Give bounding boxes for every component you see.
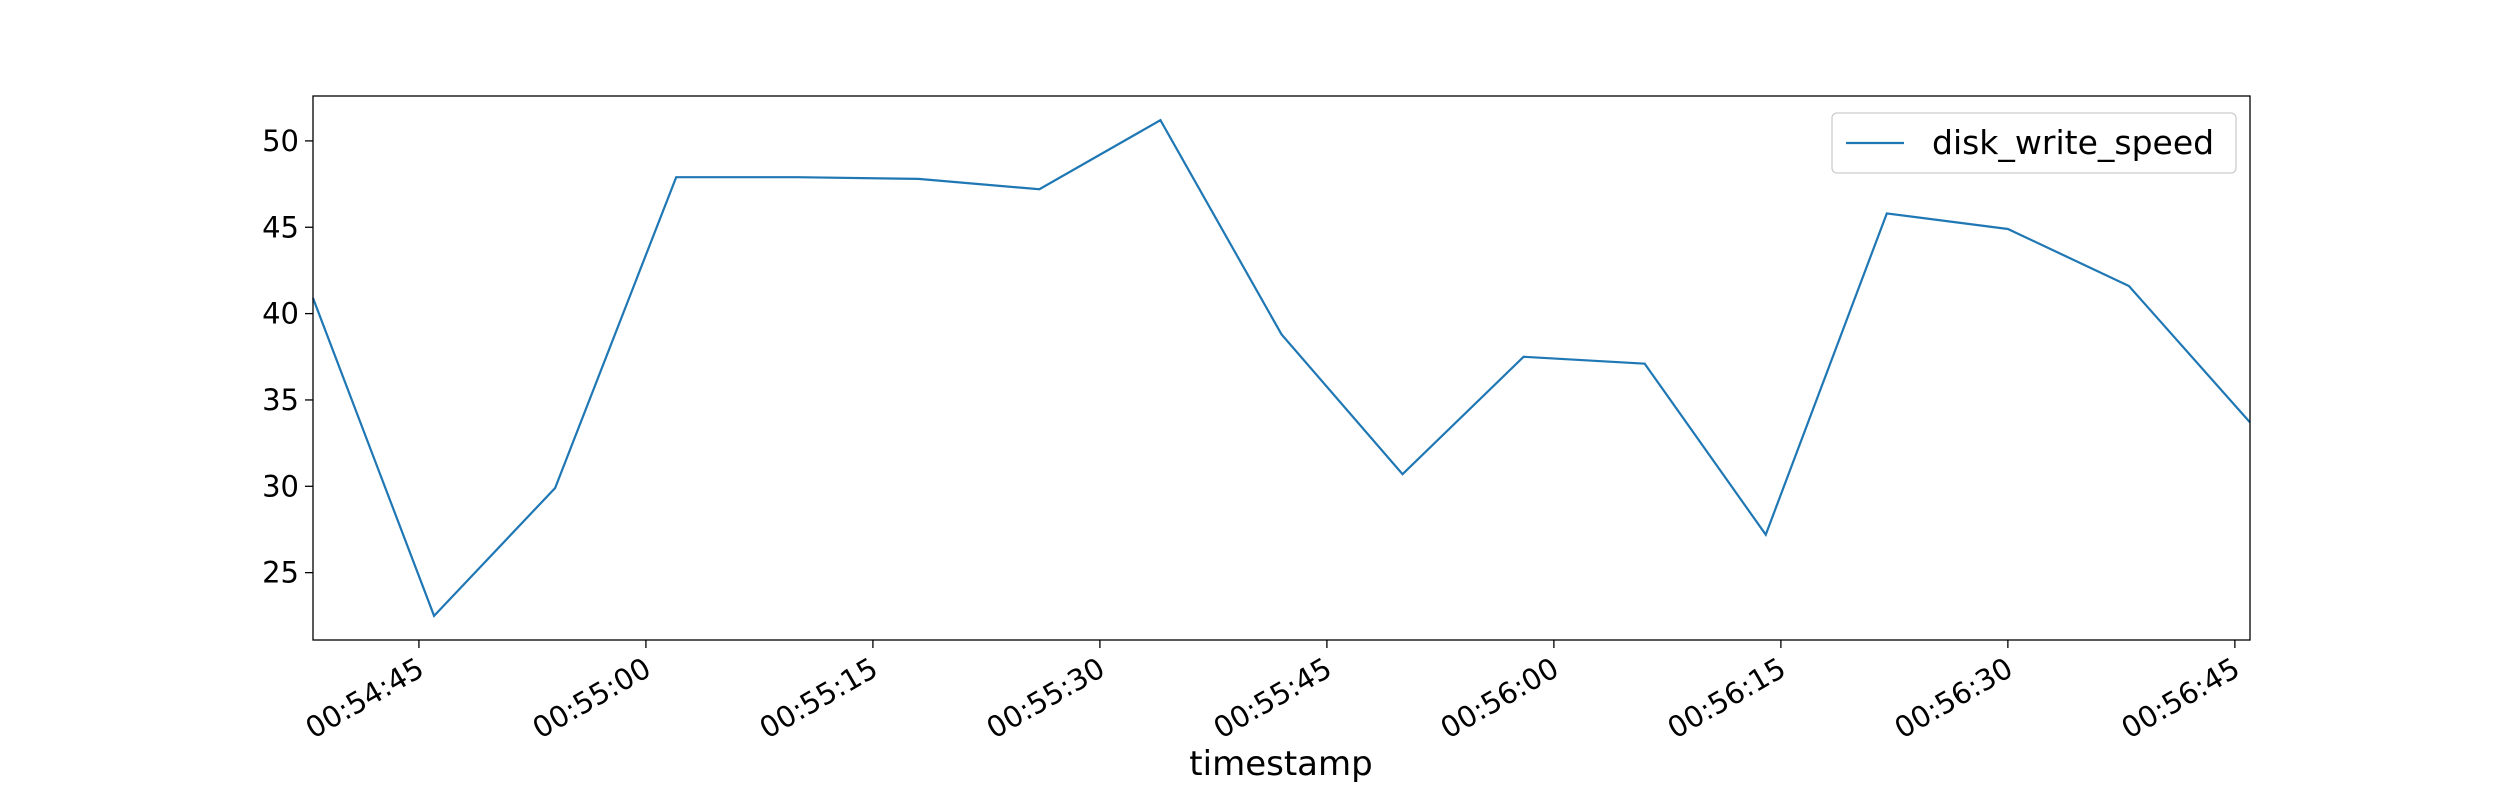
y-tick-label: 25: [262, 556, 299, 590]
y-tick-label: 50: [262, 124, 299, 158]
x-tick-label: 00:56:15: [1662, 651, 1792, 746]
line-series: [311, 118, 2251, 618]
x-tick-label: 00:55:00: [527, 651, 657, 746]
x-tick-label: 00:54:45: [300, 651, 430, 746]
x-tick-label: 00:56:45: [2116, 651, 2246, 746]
plot-frame: [312, 95, 2251, 641]
x-tick-label: 00:55:15: [754, 651, 884, 746]
x-axis-label: timestamp: [1189, 744, 1372, 784]
x-tick-label: 00:55:30: [981, 651, 1111, 746]
y-tick-label: 45: [262, 210, 299, 244]
y-tick-label: 35: [262, 383, 299, 417]
legend-box: [1831, 112, 2237, 174]
y-tick-label: 30: [262, 469, 299, 503]
x-tick-label: 00:55:45: [1208, 651, 1338, 746]
y-tick-label: 40: [262, 297, 299, 331]
x-tick-label: 00:56:00: [1435, 651, 1565, 746]
legend-label: disk_write_speed: [1932, 123, 2214, 162]
x-tick-label: 00:56:30: [1889, 651, 2019, 746]
